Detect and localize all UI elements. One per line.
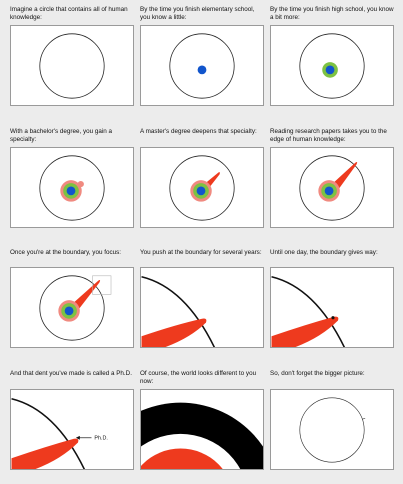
elementary-dot xyxy=(197,65,207,75)
knowledge-circle xyxy=(169,155,235,221)
phd-label: Ph.D. xyxy=(94,436,107,442)
panel-1-all-knowledge xyxy=(10,25,134,106)
caption-panel-5: A master's degree deepens that specialty… xyxy=(140,128,257,135)
panel-2-elementary xyxy=(140,25,264,106)
caption-panel-4: With a bachelor's degree, you gain a spe… xyxy=(10,128,113,143)
tiny-dent xyxy=(362,418,366,420)
caption-panel-1: Imagine a circle that contains all of hu… xyxy=(10,6,128,21)
knowledge-circle xyxy=(169,33,235,99)
caption-panel-8: You push at the boundary for several yea… xyxy=(140,249,262,256)
elementary-dot xyxy=(64,306,74,316)
caption-panel-2: By the time you finish elementary school… xyxy=(140,6,255,21)
caption-panel-10: And that dent you've made is called a Ph… xyxy=(10,370,132,377)
specialty-spike xyxy=(141,318,207,347)
phd-arrowhead xyxy=(75,435,80,440)
panel-6-research-papers xyxy=(270,147,394,228)
knowledge-boundary xyxy=(11,398,86,469)
knowledge-circle xyxy=(299,33,365,99)
panel-10-phd: Ph.D. xyxy=(10,389,134,470)
specialty-spike xyxy=(271,316,339,347)
specialty-spike xyxy=(71,280,101,313)
panel-7-focus xyxy=(10,267,134,348)
panel-8-push xyxy=(140,267,264,348)
specialty-spike xyxy=(11,438,79,469)
dent xyxy=(331,316,335,320)
knowledge-boundary xyxy=(271,276,346,347)
knowledge-circle xyxy=(39,155,105,221)
elementary-dot xyxy=(324,186,334,196)
knowledge-circle xyxy=(39,33,105,99)
caption-panel-7: Once you're at the boundary, you focus: xyxy=(10,249,121,256)
caption-panel-6: Reading research papers takes you to the… xyxy=(270,128,387,143)
caption-panel-3: By the time you finish high school, you … xyxy=(270,6,394,21)
caption-panel-9: Until one day, the boundary gives way: xyxy=(270,249,378,256)
elementary-dot xyxy=(325,65,335,75)
elementary-dot xyxy=(66,186,76,196)
knowledge-circle xyxy=(39,275,105,341)
specialty-area xyxy=(141,448,223,469)
panel-4-bachelors xyxy=(10,147,134,228)
knowledge-boundary xyxy=(141,276,216,347)
panel-3-high-school xyxy=(270,25,394,106)
focus-box xyxy=(92,275,112,295)
panel-12-bigger-picture xyxy=(270,389,394,470)
panel-11-new-view xyxy=(140,389,264,470)
panel-5-masters xyxy=(140,147,264,228)
knowledge-circle xyxy=(299,155,365,221)
elementary-dot xyxy=(196,186,206,196)
knowledge-circle xyxy=(299,397,365,463)
caption-panel-11: Of course, the world looks different to … xyxy=(140,370,257,385)
panel-9-breakthrough xyxy=(270,267,394,348)
caption-panel-12: So, don't forget the bigger picture: xyxy=(270,370,365,377)
